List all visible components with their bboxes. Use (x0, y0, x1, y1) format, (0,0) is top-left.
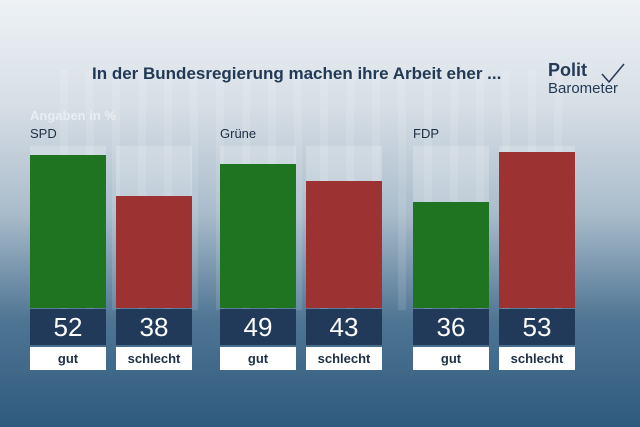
chart-panel: Grüne 49 gut 43 schlecht (220, 126, 382, 370)
chart-panel: FDP 36 gut 53 schlecht (413, 126, 575, 370)
category-label: schlecht (306, 347, 382, 370)
bar-track (306, 146, 382, 308)
data-label: 53 (499, 309, 575, 345)
category-label: gut (30, 347, 106, 370)
data-label: 52 (30, 309, 106, 345)
data-label: 43 (306, 309, 382, 345)
data-label: 36 (413, 309, 489, 345)
logo-line-2: Barometer (548, 80, 619, 97)
politbarometer-logo: Polit Barometer (540, 60, 630, 100)
bar-track (499, 146, 575, 308)
bar-track (220, 146, 296, 308)
chart-title: In der Bundesregierung machen ihre Arbei… (92, 64, 502, 83)
chart-panel: SPD 52 gut 38 schlecht (30, 126, 192, 370)
bar-gut (30, 155, 106, 308)
bar-schlecht (116, 196, 192, 308)
checkmark-icon (601, 63, 625, 84)
panel-title: SPD (30, 126, 57, 141)
bar-track (116, 146, 192, 308)
panel-title: Grüne (220, 126, 257, 141)
bar-gut (413, 202, 489, 308)
plot-area (220, 146, 382, 308)
bar-gut (220, 164, 296, 308)
bar-schlecht (499, 152, 575, 308)
logo-line-1: Polit (548, 60, 587, 80)
bar-track (30, 146, 106, 308)
panel-title: FDP (413, 126, 439, 141)
plot-area (413, 146, 575, 308)
data-label: 49 (220, 309, 296, 345)
plot-area (30, 146, 192, 308)
category-label: schlecht (116, 347, 192, 370)
category-label: gut (220, 347, 296, 370)
bar-schlecht (306, 181, 382, 308)
category-label: schlecht (499, 347, 575, 370)
bar-track (413, 146, 489, 308)
units-note: Angaben in % (30, 108, 116, 123)
data-label: 38 (116, 309, 192, 345)
category-label: gut (413, 347, 489, 370)
